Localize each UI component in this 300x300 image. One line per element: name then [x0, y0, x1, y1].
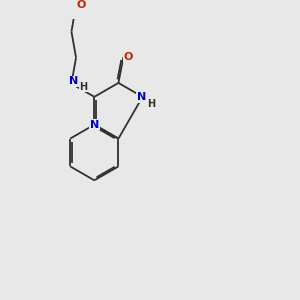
Text: O: O	[124, 52, 133, 62]
Text: O: O	[76, 1, 86, 10]
Text: N: N	[69, 76, 78, 86]
Text: N: N	[136, 92, 146, 102]
Text: H: H	[79, 82, 87, 92]
Text: H: H	[147, 99, 155, 109]
Text: N: N	[90, 120, 99, 130]
